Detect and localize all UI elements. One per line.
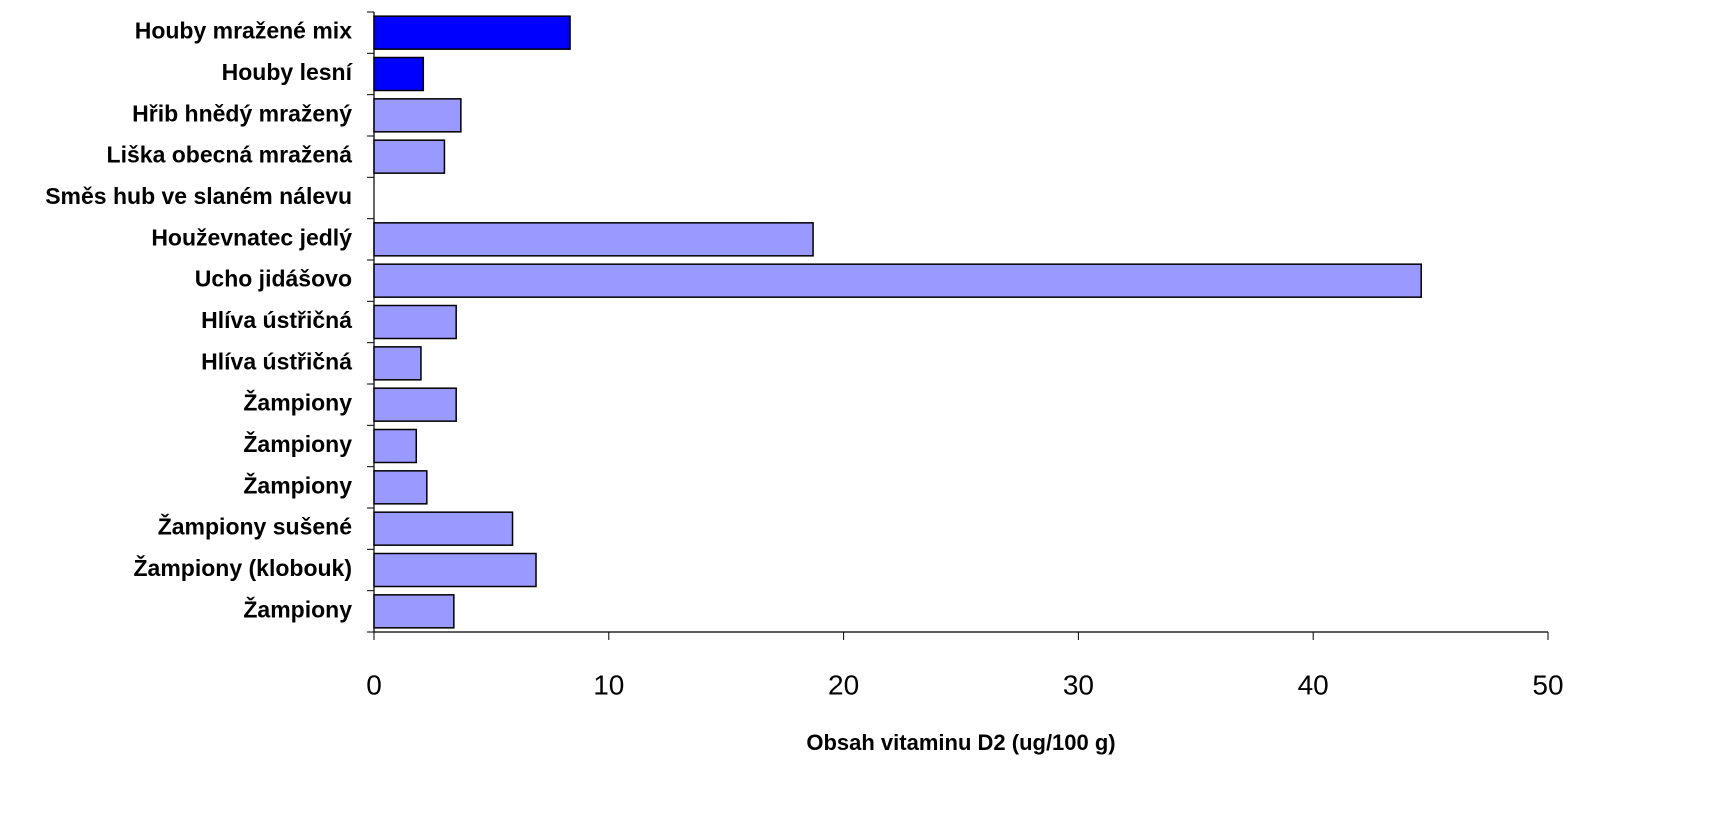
bar	[374, 140, 444, 173]
category-label: Hlíva ústřičná	[201, 307, 352, 333]
category-label: Houževnatec jedlý	[151, 224, 352, 250]
x-tick-label: 20	[828, 669, 859, 700]
bar	[374, 512, 513, 545]
category-label: Houby mražené mix	[135, 18, 352, 44]
category-label: Směs hub ve slaném nálevu	[45, 183, 352, 209]
x-tick-label: 0	[366, 669, 382, 700]
bar	[374, 58, 423, 91]
bar	[374, 595, 454, 628]
x-axis-title: Obsah vitaminu D2 (ug/100 g)	[806, 730, 1115, 755]
bar	[374, 471, 427, 504]
category-label: Hlíva ústřičná	[201, 348, 352, 374]
category-label: Hřib hnědý mražený	[132, 100, 352, 126]
bar	[374, 388, 456, 421]
bar	[374, 306, 456, 339]
category-label: Žampiony	[243, 430, 352, 457]
bar	[374, 554, 536, 587]
x-tick-label: 50	[1532, 669, 1563, 700]
bar	[374, 430, 416, 463]
x-tick-label: 30	[1063, 669, 1094, 700]
category-label: Žampiony	[243, 595, 352, 622]
bar	[374, 99, 461, 132]
x-tick-label: 10	[593, 669, 624, 700]
bar	[374, 223, 813, 256]
category-label: Ucho jidášovo	[195, 266, 352, 292]
category-label: Liška obecná mražená	[107, 142, 353, 168]
x-tick-label: 40	[1298, 669, 1329, 700]
category-label: Žampiony	[243, 389, 352, 416]
bar	[374, 16, 570, 49]
bar	[374, 264, 1421, 297]
category-label: Žampiony sušené	[158, 513, 352, 540]
category-label: Houby lesní	[222, 59, 354, 85]
bar	[374, 347, 421, 380]
category-label: Žampiony (klobouk)	[134, 554, 353, 581]
category-label: Žampiony	[243, 471, 352, 498]
chart: Obsah vitaminu D2 (ug/100 g) 0 10 20 30 40 50…	[0, 0, 1729, 837]
